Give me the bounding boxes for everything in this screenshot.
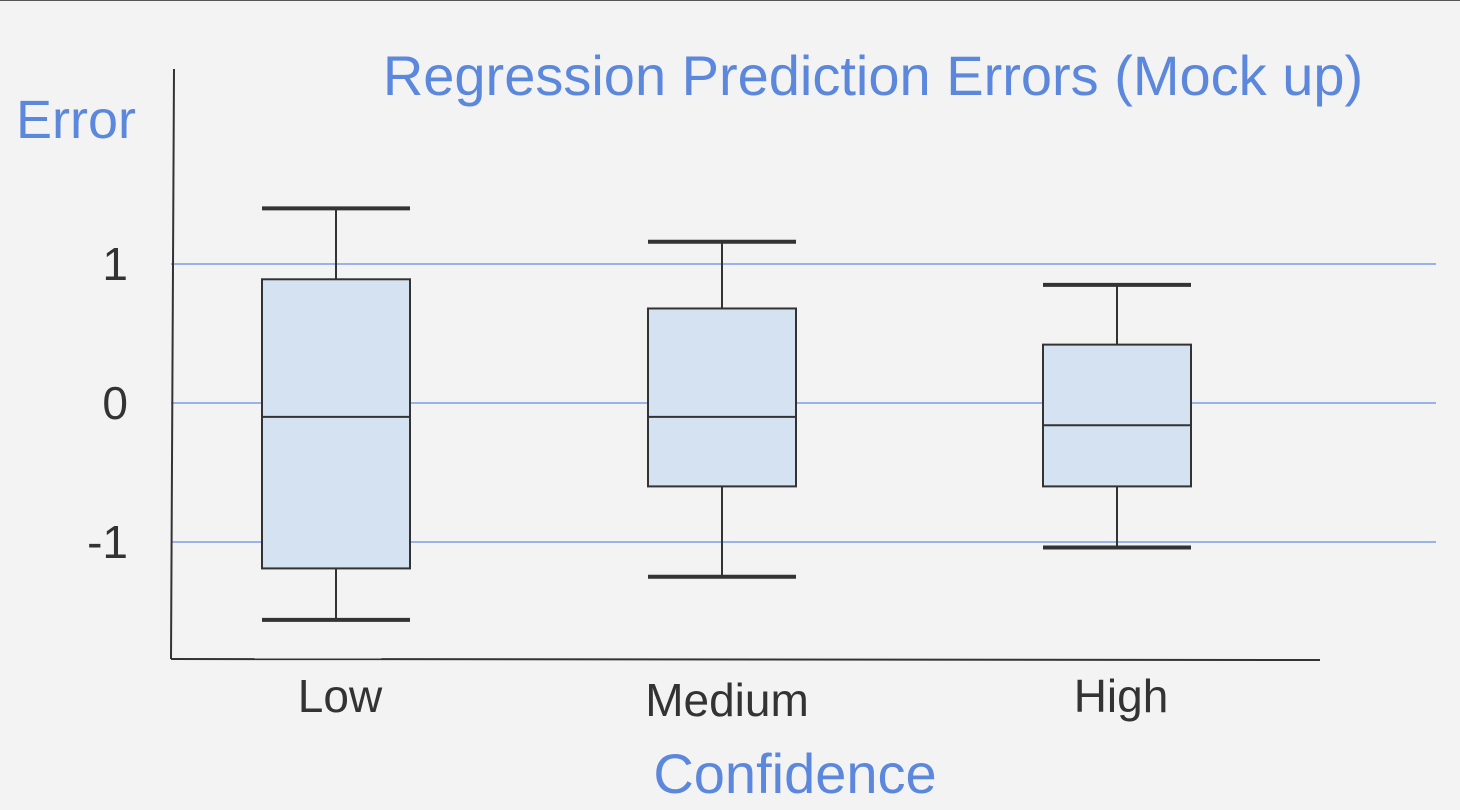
iqr-box (261, 278, 411, 570)
x-axis-label: Confidence (653, 742, 936, 805)
x-tick-labels: Low Medium High (298, 670, 1169, 726)
y-tick-labels: 1 0 -1 (87, 238, 128, 568)
x-axis-line (170, 658, 1321, 661)
box-plot-medium (647, 239, 797, 579)
chart-title: Regression Prediction Errors (Mock up) (383, 44, 1363, 107)
x-tick-label-medium: Medium (645, 674, 809, 726)
x-tick-label-low: Low (298, 670, 383, 722)
y-axis-line (170, 68, 175, 660)
y-axis-label: Error (16, 90, 136, 150)
y-tick-label: 0 (102, 377, 128, 429)
box-plots (261, 206, 1192, 622)
box-plot-low (261, 206, 411, 622)
iqr-box (1042, 343, 1192, 488)
axes (170, 68, 1321, 661)
y-tick-label: 1 (102, 238, 128, 290)
iqr-box (647, 307, 797, 488)
x-tick-label-high: High (1074, 670, 1169, 722)
box-plot-high (1042, 282, 1192, 550)
y-tick-label: -1 (87, 516, 128, 568)
